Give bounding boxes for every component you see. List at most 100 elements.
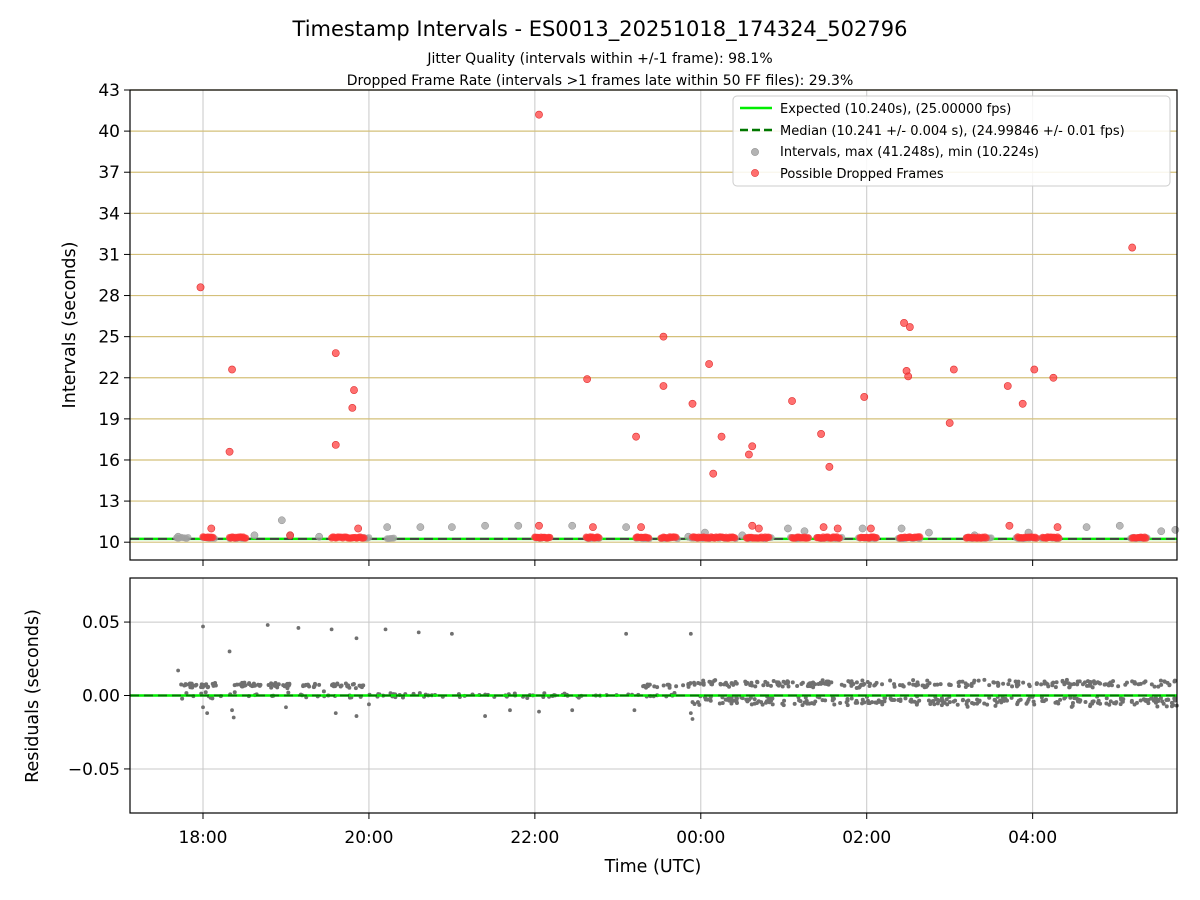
residual-point: [692, 682, 697, 687]
residual-point: [930, 699, 935, 704]
residual-point: [354, 714, 359, 718]
top-panel: 10 13 16 19 22 25 28 31 34 37 40 43 Intervals (seco…: [60, 81, 1180, 566]
dropped-frame-point: [817, 430, 825, 438]
residual-point: [807, 701, 812, 706]
residual-point: [1134, 700, 1139, 705]
residual-point: [754, 700, 759, 705]
residual-point: [1054, 680, 1059, 685]
residual-point: [1018, 697, 1023, 702]
dropped-frame-point: [1018, 399, 1027, 408]
residual-point: [889, 697, 894, 702]
residual-point: [860, 678, 865, 683]
interval-point: [987, 534, 995, 542]
residual-point: [992, 697, 997, 702]
residual-point: [860, 701, 865, 706]
residual-point: [820, 678, 825, 683]
dropped-frame-point: [331, 349, 340, 357]
dropped-frame-point: [904, 372, 913, 381]
residual-point: [749, 680, 754, 685]
residual-point: [932, 702, 937, 707]
residual-point: [1041, 699, 1046, 704]
dropped-frame-point: [1030, 365, 1039, 374]
residual-point: [991, 680, 996, 685]
residual-point: [1108, 699, 1113, 704]
residual-point: [1171, 703, 1176, 708]
residual-point: [966, 698, 971, 703]
residual-point: [296, 626, 301, 630]
residual-point: [1024, 701, 1029, 706]
residual-point: [780, 684, 785, 689]
residual-point: [201, 705, 205, 710]
residual-point: [1146, 701, 1151, 706]
residual-point: [1068, 695, 1073, 700]
residual-point: [281, 683, 286, 688]
residual-point: [901, 684, 906, 689]
residual-point: [1142, 680, 1147, 685]
residual-point: [1067, 685, 1072, 690]
dropped-frame-point: [825, 462, 834, 471]
residual-point: [1136, 682, 1141, 687]
residual-point: [729, 681, 734, 686]
residual-point: [839, 682, 844, 687]
dropped-frame-point: [945, 419, 954, 427]
residual-point: [909, 697, 914, 702]
dropped-frame-point: [982, 534, 990, 542]
residual-point: [632, 708, 637, 713]
residual-point: [1172, 698, 1177, 703]
residual-point: [976, 678, 981, 683]
legend-intervals-swatch: [751, 148, 759, 156]
residual-point: [345, 684, 350, 689]
residual-point: [710, 680, 715, 685]
residual-point: [828, 680, 833, 685]
residual-point: [692, 702, 697, 707]
dropped-frame-point: [331, 440, 340, 449]
residual-point: [1082, 680, 1087, 685]
dropped-frame-point: [860, 393, 869, 401]
residual-point: [882, 699, 887, 704]
interval-point: [390, 534, 398, 542]
residual-point: [1123, 682, 1128, 687]
residual-point: [701, 680, 706, 685]
residual-point: [285, 686, 290, 691]
residual-point: [911, 678, 916, 683]
residual-point: [780, 701, 785, 706]
interval-point: [514, 521, 523, 530]
dropped-frame-point: [225, 447, 234, 456]
interval-point: [1115, 521, 1124, 530]
dropped-frame-point: [949, 365, 958, 374]
residual-point: [1138, 698, 1143, 703]
residual-point: [690, 717, 695, 721]
residual-point: [797, 698, 802, 703]
residual-point: [844, 700, 849, 705]
dropped-frame-point: [546, 533, 554, 542]
residual-point: [733, 680, 738, 685]
residual-point: [849, 679, 854, 684]
residual-point: [1013, 679, 1018, 684]
residual-point: [872, 683, 877, 688]
interval-point: [925, 528, 933, 537]
residual-point: [333, 711, 338, 716]
residual-point: [724, 697, 729, 702]
residual-point: [846, 679, 851, 684]
residual-point: [359, 683, 364, 688]
residual-point: [674, 684, 679, 689]
residual-point: [911, 682, 916, 687]
top-plot-frame: [129, 89, 1178, 561]
residual-point: [938, 682, 943, 687]
residual-point: [655, 685, 660, 690]
dropped-frame-point: [242, 534, 250, 542]
residual-point: [1078, 698, 1083, 703]
dropped-frame-point: [819, 523, 828, 532]
residual-point: [210, 696, 215, 701]
residual-point: [1031, 699, 1036, 704]
residual-point: [755, 680, 760, 685]
legend-expected-label: Expected (10.240s), (25.00000 fps): [780, 102, 1011, 117]
residual-point: [865, 698, 870, 703]
residual-point: [1072, 682, 1077, 687]
residual-point: [731, 698, 736, 703]
residual-point: [785, 681, 790, 686]
interval-point: [416, 523, 425, 531]
residual-point: [1119, 697, 1124, 702]
residual-point: [912, 699, 917, 704]
residual-point: [770, 696, 775, 701]
